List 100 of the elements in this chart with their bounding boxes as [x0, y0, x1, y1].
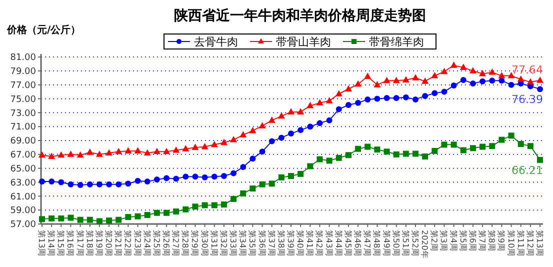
x-tick-label: 第47周: [362, 230, 372, 256]
point: [469, 67, 476, 74]
y-tick-label: 73.00: [10, 108, 36, 119]
point: [364, 144, 371, 150]
point: [96, 181, 102, 188]
legend-label: 带骨绵羊肉: [369, 36, 424, 48]
point: [364, 96, 371, 102]
point: [374, 96, 380, 102]
point: [326, 158, 332, 164]
y-axis-title: 价格（元/公斤）: [6, 24, 81, 36]
point: [249, 126, 256, 134]
x-tick-label: 第16周: [66, 230, 75, 256]
x-tick-label: 第14周: [46, 230, 56, 256]
annotation: 66.21: [512, 164, 543, 177]
x-tick-label: 2020年: [420, 230, 430, 258]
point: [526, 78, 534, 85]
point: [240, 131, 247, 138]
point: [384, 148, 390, 155]
point: [402, 76, 410, 82]
y-tick-label: 71.00: [10, 122, 36, 133]
x-tick-label: 第13周: [535, 230, 544, 256]
x-tick-label: 第21周: [114, 230, 123, 256]
legend-label: 带骨山羊肉: [276, 36, 331, 48]
point: [422, 154, 428, 160]
annotation: 77.64: [512, 63, 543, 76]
point: [518, 140, 524, 147]
point: [498, 72, 506, 78]
point: [432, 90, 438, 96]
point: [498, 136, 505, 143]
point: [402, 94, 409, 100]
point: [432, 148, 438, 154]
point: [412, 96, 418, 102]
point: [48, 215, 55, 222]
y-tick-label: 75.00: [10, 94, 36, 105]
point: [76, 151, 84, 158]
point: [230, 136, 238, 142]
x-tick-label: 第33周: [228, 230, 238, 256]
x-tick-label: 第5周: [458, 230, 468, 252]
y-tick-label: 61.00: [10, 192, 36, 202]
point: [527, 143, 534, 150]
point: [393, 95, 400, 102]
x-tick-label: 第38周: [276, 230, 286, 256]
chart-title: 陕西省近一年牛肉和羊肉价格周度走势图: [174, 7, 426, 24]
point: [58, 215, 64, 222]
point: [192, 204, 198, 210]
point: [115, 148, 122, 154]
point: [440, 68, 448, 74]
point: [374, 81, 381, 88]
x-tick-label: 第12周: [525, 230, 534, 256]
point: [393, 151, 400, 158]
point: [134, 213, 141, 220]
point: [125, 214, 132, 220]
point: [298, 127, 304, 134]
x-tick-label: 第45周: [343, 230, 352, 256]
point: [316, 120, 323, 126]
point: [422, 92, 428, 99]
point: [173, 176, 180, 182]
point: [258, 122, 266, 128]
x-tick-label: 第20周: [104, 230, 114, 256]
point: [134, 178, 141, 184]
y-tick-label: 59.00: [10, 206, 36, 216]
point: [450, 82, 457, 89]
point: [412, 74, 419, 80]
point: [106, 149, 113, 156]
point: [489, 143, 496, 150]
point: [68, 214, 74, 221]
point: [39, 216, 45, 222]
point: [288, 172, 294, 179]
point: [220, 172, 227, 179]
x-tick-label: 第30周: [200, 230, 209, 256]
point: [201, 142, 208, 150]
point: [96, 150, 103, 157]
x-tick-label: 第15周: [56, 230, 66, 256]
point: [480, 78, 486, 84]
point: [153, 148, 160, 154]
point: [441, 142, 448, 148]
point: [307, 124, 314, 130]
point: [182, 206, 189, 212]
point: [86, 181, 93, 188]
point: [422, 78, 429, 84]
point: [288, 108, 294, 114]
x-tick-label: 第35周: [248, 230, 257, 256]
point: [355, 146, 362, 152]
point: [182, 145, 190, 152]
x-tick-label: 第9周: [496, 230, 506, 252]
point: [460, 147, 466, 154]
y-tick-label: 79.00: [10, 67, 36, 78]
point: [345, 102, 352, 108]
point: [288, 130, 294, 137]
point: [106, 218, 112, 224]
point: [508, 132, 514, 139]
point: [240, 190, 246, 196]
x-tick-label: 第44周: [334, 230, 343, 256]
point: [96, 218, 102, 224]
point: [479, 70, 486, 76]
x-tick-label: 第26周: [162, 230, 170, 256]
point: [144, 178, 150, 185]
point: [250, 156, 256, 162]
point: [173, 208, 180, 214]
point: [125, 180, 132, 187]
